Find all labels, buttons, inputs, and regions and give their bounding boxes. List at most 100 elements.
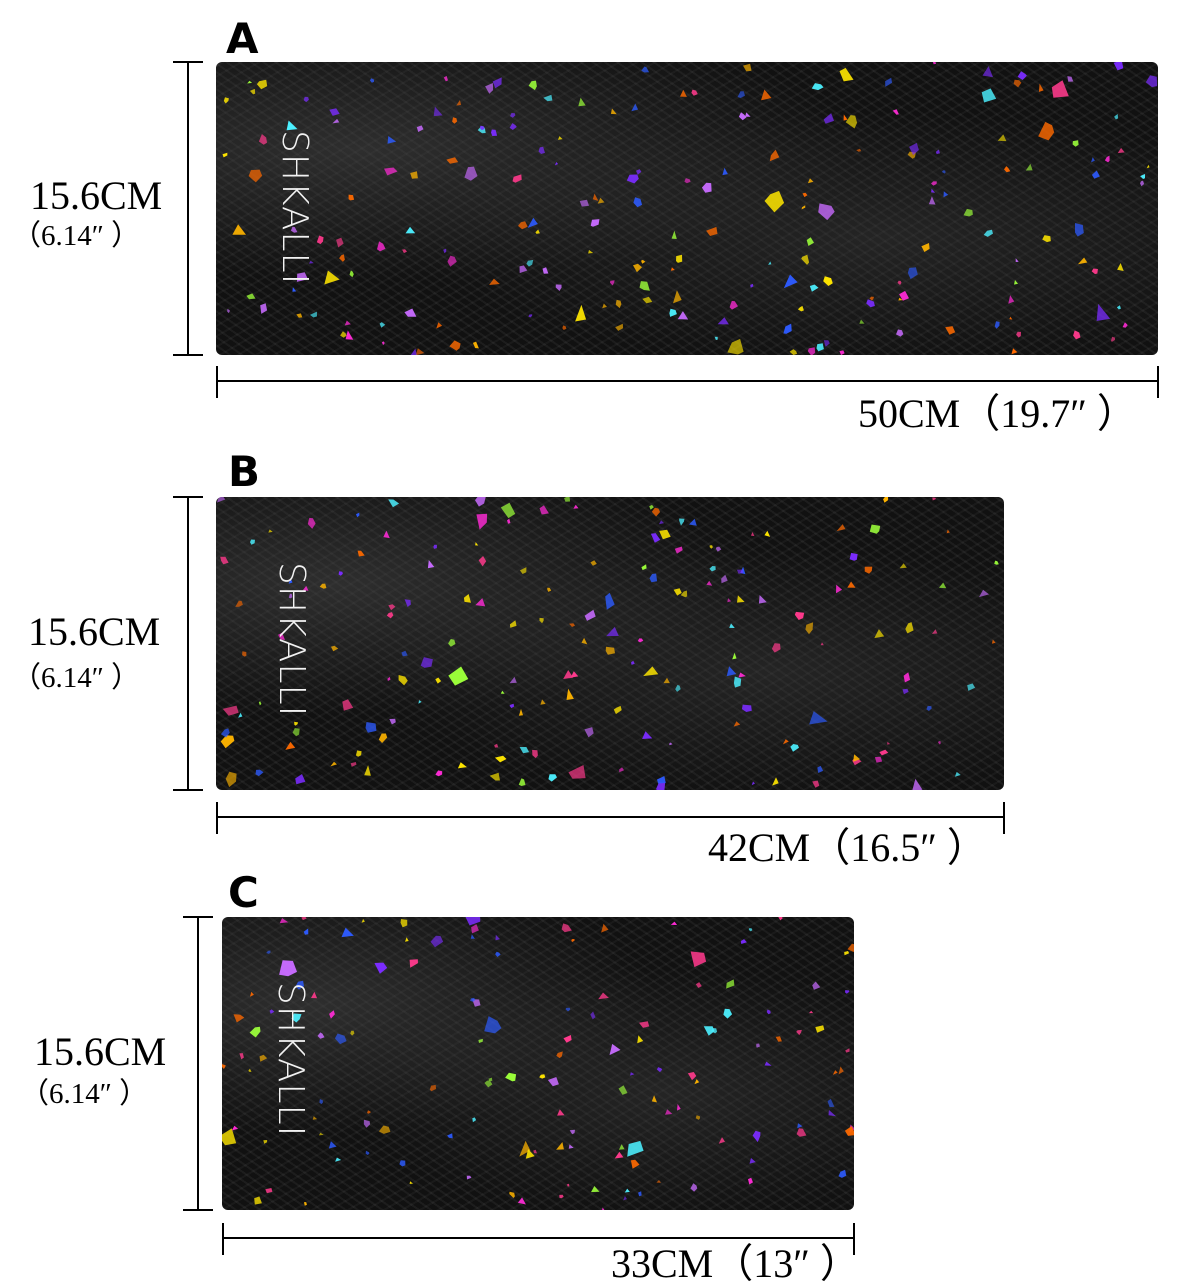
flake [874,756,883,763]
flake [1140,180,1145,187]
width-label-c: 33CM（13″ ） [611,1241,860,1286]
flake [845,1048,850,1053]
flake [797,1123,803,1129]
flake [369,78,374,83]
flake [642,296,653,304]
flake [991,639,996,644]
flake [303,928,309,935]
flake [447,255,457,267]
flake [588,249,594,254]
flake [641,66,650,73]
flake [278,632,285,640]
width-dimension-line-c [222,1237,855,1239]
flake [319,1099,323,1105]
flake [649,573,658,583]
flake [1013,79,1022,88]
flake [749,1158,756,1164]
flake [727,598,732,603]
brand-logo-c: SHKALLI [270,982,311,1138]
flake [317,1032,325,1039]
flake [405,226,416,234]
flake [614,1151,624,1159]
flake [732,652,737,660]
flake [626,174,639,184]
flake [796,1029,802,1036]
flake [570,671,579,678]
flake [1008,295,1015,304]
width-label-a: 50CM（19.7″ ） [858,391,1137,436]
flake [279,918,289,924]
color-flakes-c [222,917,854,1210]
flake [303,96,309,103]
flake [266,950,271,954]
flake [547,587,552,592]
flake [581,637,588,645]
flake [701,182,712,193]
flake [619,767,624,773]
height-dimension-line-a [187,62,189,355]
flake [564,497,571,502]
flake [579,199,589,207]
flake [637,1035,644,1044]
brand-logo-a: SHKALLI [274,130,315,286]
flake [869,524,881,534]
flake [615,323,624,331]
flake [941,170,946,174]
flake [555,284,562,291]
flake [420,657,433,668]
flake [643,666,659,677]
flake [566,1183,570,1187]
width-cap-right-a [1157,366,1159,398]
flake [1104,155,1110,163]
flake [761,89,772,101]
flake [539,505,549,515]
flake [418,700,422,704]
flake [429,1084,437,1092]
flake [456,100,462,106]
flake [1113,62,1124,71]
flake [565,1007,571,1012]
flake [548,774,557,782]
flake [250,991,254,997]
height-cap-top-a [173,61,203,63]
flake [808,1010,814,1014]
flake [896,329,904,337]
flake [812,780,820,788]
flake [398,675,408,686]
flake [292,287,297,292]
flake [525,1149,535,1159]
flake [436,322,443,329]
flake [484,1080,493,1088]
flake [484,1016,502,1034]
flake [465,917,481,926]
flake [823,113,834,124]
flake [356,512,360,518]
flake [820,642,824,646]
flake [489,278,500,285]
flake [519,1140,531,1157]
flake [355,750,362,757]
flake [892,109,899,115]
flake [409,1181,413,1184]
flake [869,296,874,301]
flake [597,197,605,204]
flake [903,672,911,683]
flake [505,1072,517,1082]
flake [542,267,549,274]
flake [494,743,499,748]
flake [737,91,745,98]
flake [466,1175,472,1180]
flake [416,125,424,132]
flake [740,566,746,575]
flake [1042,235,1051,243]
flake [304,1202,307,1206]
variant-label-b: B [228,447,261,496]
flake [248,169,263,183]
flake [1140,174,1145,179]
flake [557,1109,565,1116]
flake [670,267,675,271]
flake [856,148,862,152]
flake [802,192,808,198]
flake [1025,163,1033,171]
